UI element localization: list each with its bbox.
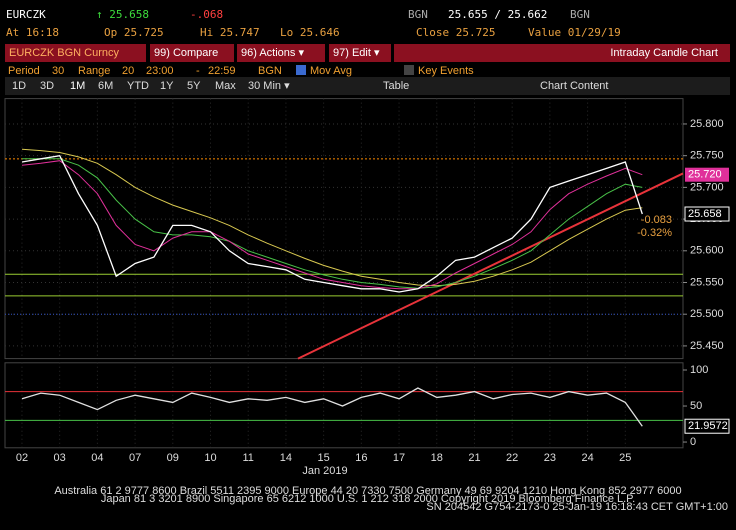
setting-key-events[interactable]: Key Events — [418, 65, 474, 77]
x-axis-label: Jan 2019 — [302, 465, 347, 477]
setting-range-label[interactable]: Range — [78, 65, 110, 77]
setting-from[interactable]: 23:00 — [146, 65, 174, 77]
tab[interactable]: Max — [215, 80, 236, 92]
price-tag-label: 25.720 — [688, 169, 722, 181]
actions-button[interactable] — [237, 44, 325, 62]
security: EURCZK BGN Curncy — [9, 47, 120, 59]
price-tag — [684, 418, 730, 434]
tab[interactable]: Chart Content — [540, 80, 608, 92]
setting-period[interactable]: 30 — [52, 65, 64, 77]
y-tick-label: 25.800 — [690, 118, 724, 130]
price-tag-label: 21.9572 — [688, 420, 728, 432]
moving-average — [21, 160, 643, 290]
price-line — [21, 387, 643, 427]
panel-border — [4, 362, 684, 449]
x-tick-label: 22 — [506, 452, 518, 464]
change-label: -0.083 — [641, 214, 672, 226]
footer-line: Japan 81 3 3201 8900 Singapore 65 6212 1… — [101, 493, 635, 505]
x-tick-label: 21 — [468, 452, 480, 464]
tab[interactable]: 1M — [70, 80, 85, 92]
x-tick-label: 09 — [167, 452, 179, 464]
change-label: -0.32% — [637, 227, 672, 239]
setting-mov-avg[interactable]: Mov Avg — [310, 65, 352, 77]
setting-dash[interactable]: - — [196, 65, 200, 77]
x-tick-label: 18 — [431, 452, 443, 464]
tab[interactable]: Table — [383, 80, 409, 92]
tab[interactable]: 1D — [12, 80, 26, 92]
change: -.068 — [190, 8, 223, 21]
edit-button[interactable] — [329, 44, 391, 62]
quote-close: Close 25.725 — [416, 26, 495, 39]
y-tick-label: 25.550 — [690, 276, 724, 288]
setting-period-label[interactable]: Period — [8, 65, 40, 77]
moving-average — [21, 148, 643, 287]
tab[interactable]: 5Y — [187, 80, 201, 92]
price-tag — [685, 167, 729, 182]
quote-high: Hi 25.747 — [200, 26, 260, 39]
footer-line: SN 204542 G754-2173-0 25-Jan-19 16:18:43… — [426, 501, 728, 513]
panel-border — [4, 98, 684, 360]
quote-value: Value 01/29/19 — [528, 26, 621, 39]
x-tick-label: 10 — [204, 452, 216, 464]
last-price: ↑ 25.658 — [96, 8, 149, 21]
quote-low: Lo 25.646 — [280, 26, 340, 39]
key-events-checkbox[interactable] — [404, 65, 414, 75]
y-tick-label: 100 — [690, 364, 708, 376]
quote-at: At 16:18 — [6, 26, 59, 39]
bid-source: BGN — [408, 8, 428, 21]
compare[interactable]: 99) Compare — [154, 47, 218, 59]
x-tick-label: 24 — [581, 452, 593, 464]
y-tick-label: 25.700 — [690, 181, 724, 193]
tab[interactable]: YTD — [127, 80, 149, 92]
tab[interactable]: 3D — [40, 80, 54, 92]
tab[interactable]: 6M — [98, 80, 113, 92]
setting-range[interactable]: 20 — [122, 65, 134, 77]
x-tick-label: 11 — [243, 452, 254, 464]
y-tick-label: 0 — [690, 436, 696, 448]
trend-line — [297, 172, 684, 360]
edit[interactable]: 97) Edit ▾ — [333, 47, 380, 59]
x-tick-label: 14 — [280, 452, 292, 464]
actions[interactable]: 96) Actions ▾ — [241, 47, 304, 59]
x-tick-label: 02 — [16, 452, 28, 464]
y-tick-label: 25.750 — [690, 150, 724, 162]
quote-open: Op 25.725 — [104, 26, 164, 39]
x-tick-label: 23 — [544, 452, 556, 464]
y-tick-label: 25.600 — [690, 245, 724, 257]
price-tag — [684, 206, 730, 222]
x-tick-label: 17 — [393, 452, 405, 464]
y-tick-label: 25.500 — [690, 308, 724, 320]
x-tick-label: 15 — [318, 452, 330, 464]
x-tick-label: 25 — [619, 452, 631, 464]
ticker: EURCZK — [6, 8, 46, 21]
x-tick-label: 16 — [355, 452, 367, 464]
bid-ask: 25.655 / 25.662 — [448, 8, 547, 21]
ask-source: BGN — [570, 8, 590, 21]
x-tick-label: 04 — [91, 452, 103, 464]
moving-average — [22, 158, 643, 289]
mov-avg-checkbox[interactable] — [296, 65, 306, 75]
tab[interactable]: 30 Min ▾ — [248, 80, 290, 92]
price-tag-label: 25.658 — [688, 208, 722, 220]
price-line — [21, 154, 643, 293]
title-bar — [394, 44, 730, 62]
y-tick-label: 25.450 — [690, 340, 724, 352]
footer-line: Australia 61 2 9777 8600 Brazil 5511 239… — [54, 485, 681, 497]
compare-button[interactable] — [150, 44, 234, 62]
tab[interactable]: 1Y — [160, 80, 174, 92]
x-tick-label: 07 — [129, 452, 141, 464]
y-tick-label: 50 — [690, 400, 702, 412]
x-tick-label: 03 — [54, 452, 66, 464]
tab-bar — [5, 77, 730, 95]
setting-to[interactable]: 22:59 — [208, 65, 236, 77]
chart-name: Intraday Candle Chart — [610, 47, 718, 59]
security-box[interactable] — [5, 44, 146, 62]
setting-source[interactable]: BGN — [258, 65, 282, 77]
